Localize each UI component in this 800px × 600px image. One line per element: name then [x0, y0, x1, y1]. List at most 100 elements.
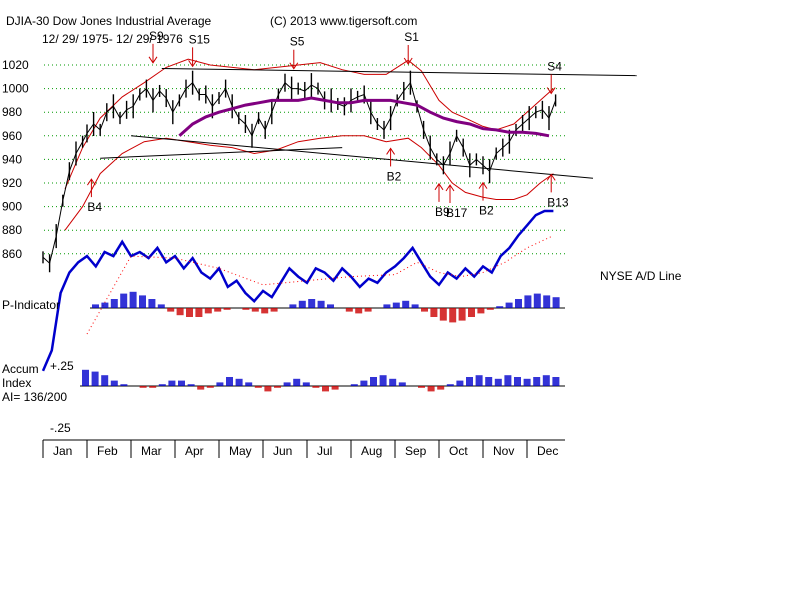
accum-bar — [302, 382, 310, 386]
accum-bar — [264, 386, 272, 392]
p-indicator-bar — [543, 295, 551, 308]
y-tick-label: 960 — [2, 129, 22, 143]
accum-bar — [82, 369, 89, 386]
ad-ma-line — [86, 235, 554, 335]
accum-bar — [312, 386, 320, 388]
y-tick-label: 940 — [2, 152, 22, 166]
p-indicator-bar — [449, 308, 457, 323]
accum-bar — [178, 380, 185, 386]
accum-bar — [101, 375, 109, 386]
buy-arrowhead — [546, 173, 556, 181]
ad-line-label: NYSE A/D Line — [600, 269, 682, 283]
month-label: Jan — [53, 444, 72, 458]
p-indicator-bar — [92, 304, 99, 308]
month-label: Jul — [317, 444, 332, 458]
accum-bar — [466, 377, 473, 386]
p-indicator-bar — [533, 293, 541, 308]
p-indicator-bar — [496, 306, 504, 308]
p-indicator-bar — [364, 308, 372, 312]
band-lower — [64, 135, 554, 231]
accum-bar — [226, 377, 233, 386]
sell-arrowhead — [546, 87, 556, 95]
p-indicator-bar — [176, 308, 184, 316]
p-indicator-bar — [214, 308, 222, 312]
p-indicator-bar — [515, 299, 522, 308]
p-indicator-panel — [90, 291, 565, 323]
p-indicator-bar — [308, 299, 316, 308]
p-indicator-bar — [477, 308, 485, 314]
sell-arrowhead — [148, 56, 158, 64]
accum-bar — [437, 386, 445, 390]
accum-bar — [485, 377, 493, 386]
p-indicator-bar — [167, 308, 175, 312]
accum-bar — [542, 375, 550, 386]
accum-bar — [360, 380, 368, 386]
p-indicator-bar — [345, 308, 353, 312]
buy-signal-label: B4 — [87, 200, 102, 214]
y-tick-label: 1020 — [2, 58, 29, 72]
trend-lines — [100, 68, 638, 179]
p-indicator-bar — [270, 308, 278, 312]
sell-arrowhead — [289, 62, 299, 70]
accum-bar — [446, 384, 454, 386]
trend-line — [130, 135, 594, 179]
accum-bar — [456, 380, 464, 386]
sell-arrowhead — [188, 60, 198, 68]
accum-minus-label: -.25 — [50, 421, 71, 435]
p-indicator-bar — [552, 297, 560, 308]
ad-line-panel — [41, 209, 554, 372]
month-label: Nov — [493, 444, 514, 458]
buy-arrowhead — [86, 178, 96, 186]
accum-bar — [494, 378, 502, 386]
p-indicator-bar — [486, 308, 494, 310]
accum-bar — [475, 375, 483, 386]
chart-title: DJIA-30 Dow Jones Industrial Average — [6, 14, 212, 28]
y-tick-label: 880 — [2, 223, 22, 237]
sell-signal-label: S5 — [290, 35, 305, 49]
accum-bar — [552, 377, 560, 386]
p-indicator-bar — [524, 295, 532, 308]
p-indicator-bar — [458, 308, 466, 321]
y-tick-label: 1000 — [2, 82, 29, 96]
month-label: Aug — [361, 444, 382, 458]
sell-signal-label: S4 — [547, 60, 562, 74]
accum-bar — [379, 375, 387, 386]
y-tick-label: 980 — [2, 105, 22, 119]
accum-bar — [398, 382, 406, 386]
accum-bar — [283, 382, 291, 386]
accum-bar — [504, 375, 512, 386]
p-indicator-bar — [261, 308, 269, 314]
buy-signal-label: B13 — [547, 195, 569, 209]
p-indicator-bar — [439, 308, 447, 321]
sell-signal-label: S9 — [149, 29, 164, 43]
y-tick-label: 860 — [2, 247, 22, 261]
accum-bar — [91, 371, 99, 386]
p-indicator-bar — [468, 308, 475, 317]
p-indicator-bar — [242, 308, 250, 310]
month-label: Dec — [537, 444, 558, 458]
month-label: Sep — [405, 444, 427, 458]
buy-arrowhead — [478, 181, 488, 189]
moving-average — [178, 96, 550, 138]
month-label: Feb — [97, 444, 118, 458]
buy-arrowhead — [445, 184, 455, 192]
month-label: Oct — [449, 444, 468, 458]
buy-signal-label: B17 — [446, 206, 468, 220]
accum-bar — [514, 377, 521, 386]
p-indicator-bar — [129, 291, 137, 308]
accum-bar — [216, 382, 224, 386]
accum-plus-label: +.25 — [50, 359, 74, 373]
month-label: Apr — [185, 444, 204, 458]
y-tick-label: 900 — [2, 200, 22, 214]
ai-label: AI= 136/200 — [2, 390, 67, 404]
p-indicator-bar — [298, 300, 306, 308]
buy-arrowhead — [434, 182, 444, 191]
accum-bar — [110, 380, 118, 386]
date-range: 12/ 29/ 1975- 12/ 29/ 1976 — [42, 32, 183, 46]
p-indicator-bar — [392, 302, 400, 308]
buy-arrowhead — [386, 147, 396, 155]
accum-bar — [187, 384, 195, 386]
p-indicator-bar — [505, 302, 513, 308]
